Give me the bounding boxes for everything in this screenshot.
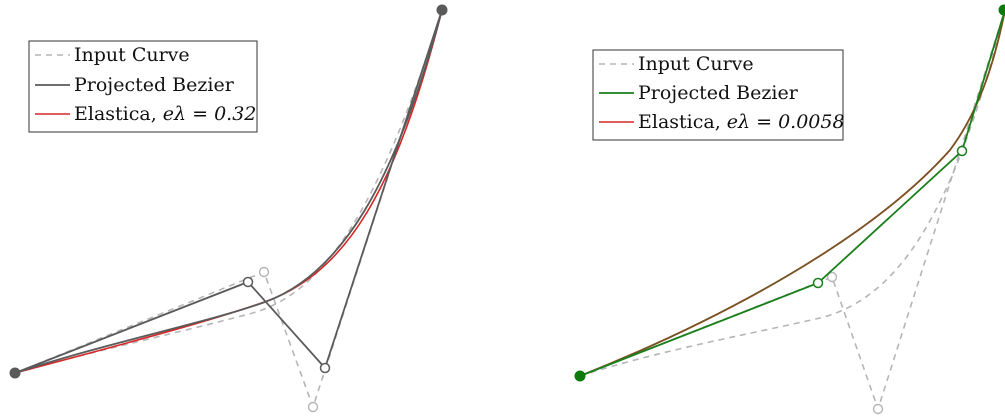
right-legend-elastica-label: Elastica, eλ = 0.0058 bbox=[638, 111, 845, 133]
right-legend: Input Curve Projected Bezier Elastica, e… bbox=[592, 49, 845, 141]
right-legend-box bbox=[592, 49, 844, 141]
right-legend-bezier-label: Projected Bezier bbox=[638, 82, 799, 104]
left-legend-input-label: Input Curve bbox=[74, 44, 190, 66]
left-legend: Input Curve Projected Bezier Elastica, e… bbox=[28, 40, 258, 133]
left-start-endpoint bbox=[9, 367, 21, 379]
right-bezier-control-point-1 bbox=[812, 277, 824, 289]
left-bezier-control-point-2 bbox=[319, 362, 331, 374]
left-bezier-control-point-1 bbox=[242, 276, 254, 288]
right-bezier-control-polygon bbox=[579, 9, 1005, 377]
left-legend-elastica-prefix: Elastica, bbox=[74, 103, 163, 125]
left-legend-bezier-label: Projected Bezier bbox=[74, 74, 235, 96]
right-legend-input-label: Input Curve bbox=[638, 53, 754, 75]
right-end-endpoint bbox=[998, 4, 1005, 16]
left-end-endpoint bbox=[436, 4, 448, 16]
right-input-control-point-1 bbox=[826, 271, 838, 283]
left-legend-elastica-label: Elastica, eλ = 0.32 bbox=[74, 103, 256, 125]
left-input-control-point-2 bbox=[307, 401, 319, 413]
right-bezier-curve bbox=[579, 9, 1005, 377]
right-start-endpoint bbox=[574, 370, 586, 382]
right-input-curve bbox=[579, 9, 1005, 377]
left-legend-box bbox=[28, 40, 258, 133]
right-legend-elastica-math: eλ = 0.0058 bbox=[727, 111, 845, 133]
left-bezier-control-polygon bbox=[14, 9, 443, 374]
left-legend-elastica-math: eλ = 0.32 bbox=[163, 103, 257, 125]
right-input-control-point-2 bbox=[872, 403, 884, 415]
left-panel: Input Curve Projected Bezier Elastica, e… bbox=[9, 4, 448, 413]
right-legend-elastica-prefix: Elastica, bbox=[638, 111, 727, 133]
right-bezier-control-point-2 bbox=[956, 145, 968, 157]
right-panel: Input Curve Projected Bezier Elastica, e… bbox=[574, 4, 1005, 415]
left-input-control-point-1 bbox=[258, 266, 270, 278]
